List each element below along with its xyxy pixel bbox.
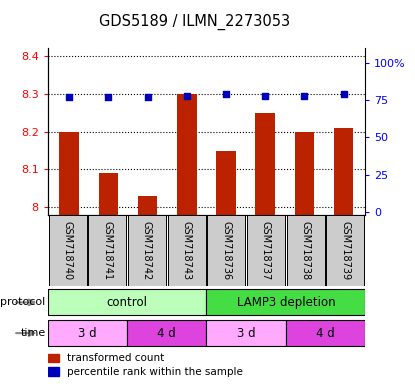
Text: time: time — [20, 328, 46, 338]
Bar — [128, 215, 166, 286]
Text: GSM718740: GSM718740 — [63, 221, 73, 280]
Bar — [99, 173, 118, 384]
Bar — [138, 196, 157, 384]
Text: GSM718742: GSM718742 — [142, 221, 152, 280]
Bar — [127, 320, 207, 346]
Text: GSM718739: GSM718739 — [340, 221, 350, 280]
Text: protocol: protocol — [0, 297, 46, 308]
Text: 4 d: 4 d — [316, 327, 335, 339]
Point — [105, 94, 112, 100]
Point — [66, 94, 73, 100]
Text: percentile rank within the sample: percentile rank within the sample — [67, 367, 243, 377]
Text: GSM718737: GSM718737 — [261, 221, 271, 280]
Text: GSM718736: GSM718736 — [221, 221, 231, 280]
Text: GSM718743: GSM718743 — [182, 221, 192, 280]
Text: control: control — [107, 296, 148, 309]
Bar — [207, 215, 245, 286]
Text: LAMP3 depletion: LAMP3 depletion — [237, 296, 335, 309]
Text: transformed count: transformed count — [67, 353, 164, 363]
Bar — [59, 132, 79, 384]
Bar — [207, 290, 365, 315]
Bar — [88, 215, 126, 286]
Bar — [48, 290, 207, 315]
Bar — [177, 94, 197, 384]
Text: GSM718738: GSM718738 — [301, 221, 311, 280]
Bar — [326, 215, 364, 286]
Bar — [295, 132, 314, 384]
Bar — [48, 320, 127, 346]
Text: GDS5189 / ILMN_2273053: GDS5189 / ILMN_2273053 — [100, 13, 290, 30]
Bar — [49, 215, 87, 286]
Bar — [287, 215, 325, 286]
Bar — [168, 215, 206, 286]
Point — [262, 93, 269, 99]
Bar — [48, 354, 59, 362]
Bar — [286, 320, 365, 346]
Bar — [334, 128, 354, 384]
Bar — [216, 151, 236, 384]
Point — [144, 94, 151, 100]
Text: 3 d: 3 d — [237, 327, 256, 339]
Bar — [207, 320, 286, 346]
Point — [301, 93, 308, 99]
Text: GSM718741: GSM718741 — [102, 221, 112, 280]
Text: 4 d: 4 d — [157, 327, 176, 339]
Bar — [256, 113, 275, 384]
Bar — [48, 367, 59, 376]
Point — [340, 91, 347, 97]
Bar — [247, 215, 285, 286]
Point — [223, 91, 229, 97]
Point — [183, 93, 190, 99]
Text: 3 d: 3 d — [78, 327, 97, 339]
